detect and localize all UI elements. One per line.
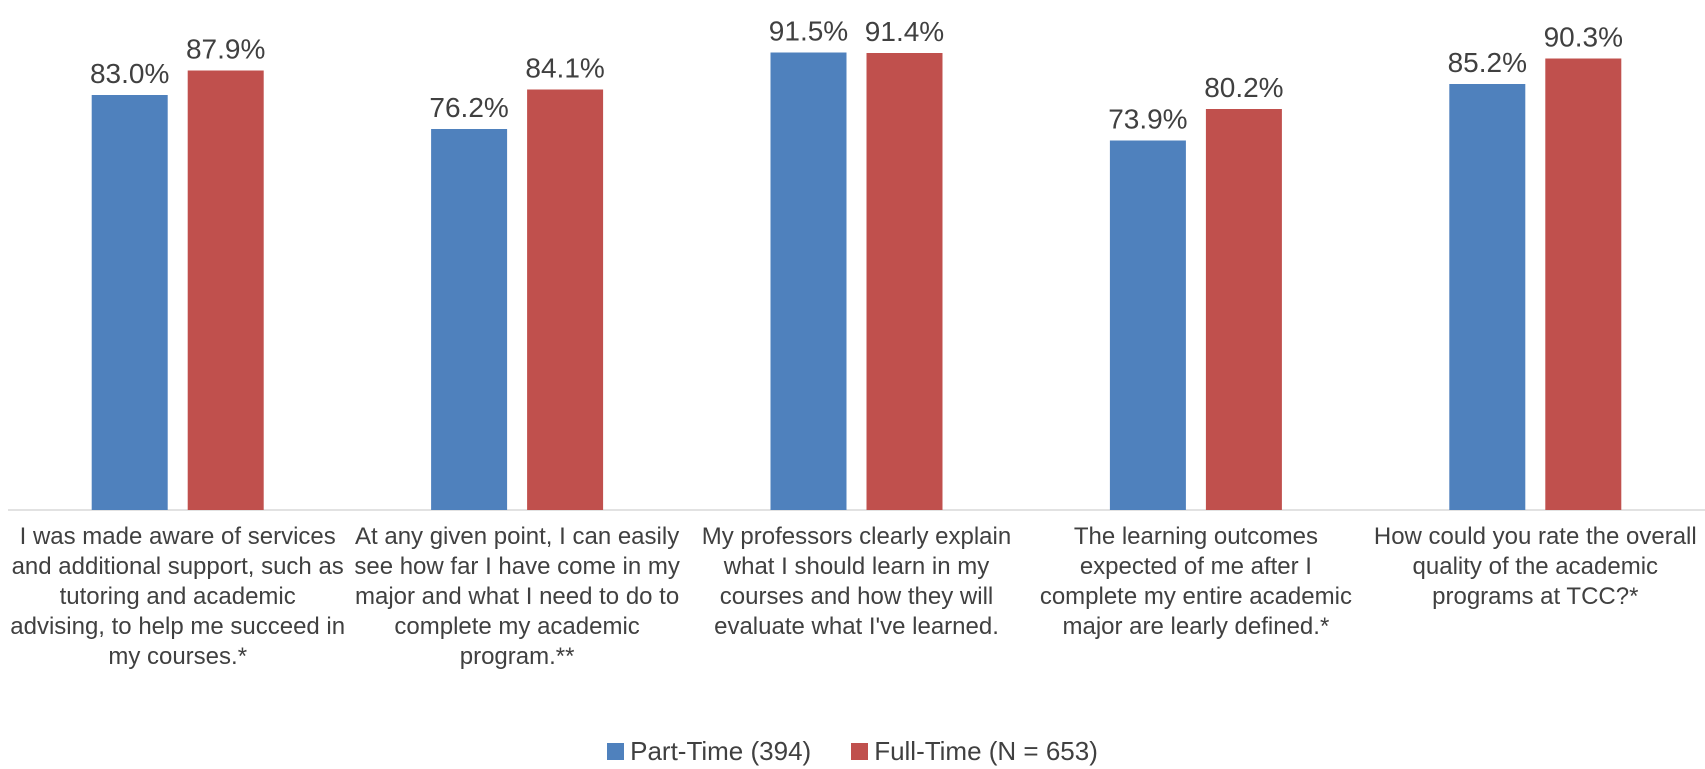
data-label: 80.2% (1204, 72, 1283, 103)
x-tick-label: At any given point, I can easily see how… (354, 523, 680, 670)
bar (187, 70, 264, 510)
data-label: 91.4% (865, 16, 944, 47)
legend-item: Full-Time (N = 653) (851, 736, 1098, 767)
data-label: 84.1% (525, 53, 604, 84)
data-label: 73.9% (1108, 104, 1187, 135)
data-label: 87.9% (186, 34, 265, 65)
bar (770, 52, 847, 510)
bar (91, 95, 168, 510)
bar (866, 53, 943, 510)
data-label: 76.2% (429, 92, 508, 123)
bar (527, 89, 604, 510)
x-tick-label: My professors clearly explain what I sho… (701, 523, 1012, 640)
bar (431, 129, 508, 510)
bar (1545, 58, 1622, 510)
legend-label: Full-Time (N = 653) (874, 736, 1098, 766)
x-tick-label: I was made aware of services and additio… (10, 523, 346, 670)
x-tick-label: The learning outcomes expected of me aft… (1039, 523, 1352, 640)
legend-swatch (607, 743, 625, 760)
legend-label: Part-Time (394) (630, 736, 812, 766)
data-label: 83.0% (90, 58, 169, 89)
bar (1449, 84, 1526, 510)
legend-item: Part-Time (394) (607, 736, 811, 767)
x-tick-label: How could you rate the overall quality o… (1373, 523, 1697, 610)
data-label: 91.5% (769, 16, 848, 47)
bar (1205, 109, 1282, 510)
bar (1109, 140, 1186, 510)
data-label: 85.2% (1448, 47, 1527, 78)
legend: Part-Time (394) Full-Time (N = 653) (0, 736, 1705, 767)
data-label: 90.3% (1544, 22, 1623, 53)
legend-swatch (851, 743, 869, 760)
